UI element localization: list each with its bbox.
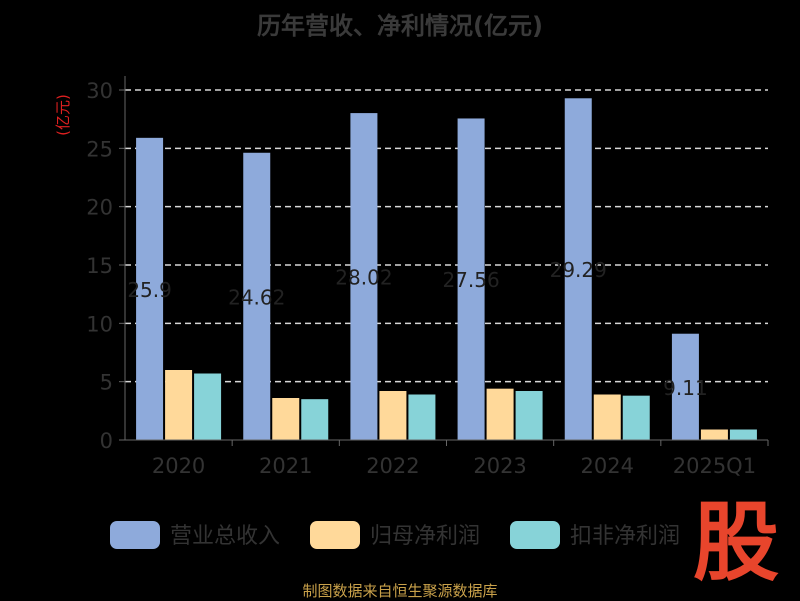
x-tick-label: 2024: [581, 454, 634, 478]
brand-logo: 股: [693, 493, 779, 593]
bar: [457, 118, 485, 440]
bar: [243, 152, 271, 440]
bar: [165, 370, 193, 440]
bar: [350, 113, 378, 440]
bar: [700, 429, 728, 440]
bar: [622, 395, 650, 440]
legend-label: 营业总收入: [170, 524, 280, 549]
bar: [564, 98, 592, 441]
legend-label: 扣非净利润: [570, 524, 680, 549]
y-tick-label: 0: [100, 429, 113, 453]
bar: [671, 333, 699, 440]
legend-swatch: [510, 521, 560, 549]
y-tick-label: 10: [86, 312, 113, 336]
bar: [515, 391, 543, 440]
legend-swatch: [310, 521, 360, 549]
data-label: 27.56: [442, 268, 499, 292]
x-tick-label: 2025Q1: [673, 454, 756, 478]
legend-label: 归母净利润: [370, 524, 480, 549]
bar: [272, 398, 300, 440]
legend-swatch: [110, 521, 160, 549]
data-source-credit: 制图数据来自恒生聚源数据库: [302, 582, 498, 600]
x-tick-label: 2023: [473, 454, 526, 478]
bar: [408, 394, 436, 440]
data-label: 24.62: [228, 285, 285, 309]
y-tick-label: 15: [86, 254, 113, 278]
bar: [136, 137, 164, 441]
bar: [194, 373, 222, 440]
chart-title: 历年营收、净利情况(亿元): [257, 12, 543, 40]
data-label: 28.02: [335, 266, 392, 290]
x-tick-label: 2021: [259, 454, 312, 478]
bar: [593, 394, 621, 440]
bar: [301, 399, 329, 440]
x-tick-label: 2022: [366, 454, 419, 478]
data-label: 29.29: [550, 258, 607, 282]
data-label: 25.9: [127, 278, 172, 302]
bar: [379, 391, 407, 440]
y-tick-label: 30: [86, 79, 113, 103]
y-axis-unit-label: (亿元): [54, 94, 72, 136]
data-label: 9.11: [663, 376, 708, 400]
y-tick-label: 20: [86, 196, 113, 220]
bar: [486, 388, 514, 440]
y-tick-label: 25: [86, 137, 113, 161]
bar: [729, 429, 757, 440]
y-tick-label: 5: [100, 371, 113, 395]
x-tick-label: 2020: [152, 454, 205, 478]
